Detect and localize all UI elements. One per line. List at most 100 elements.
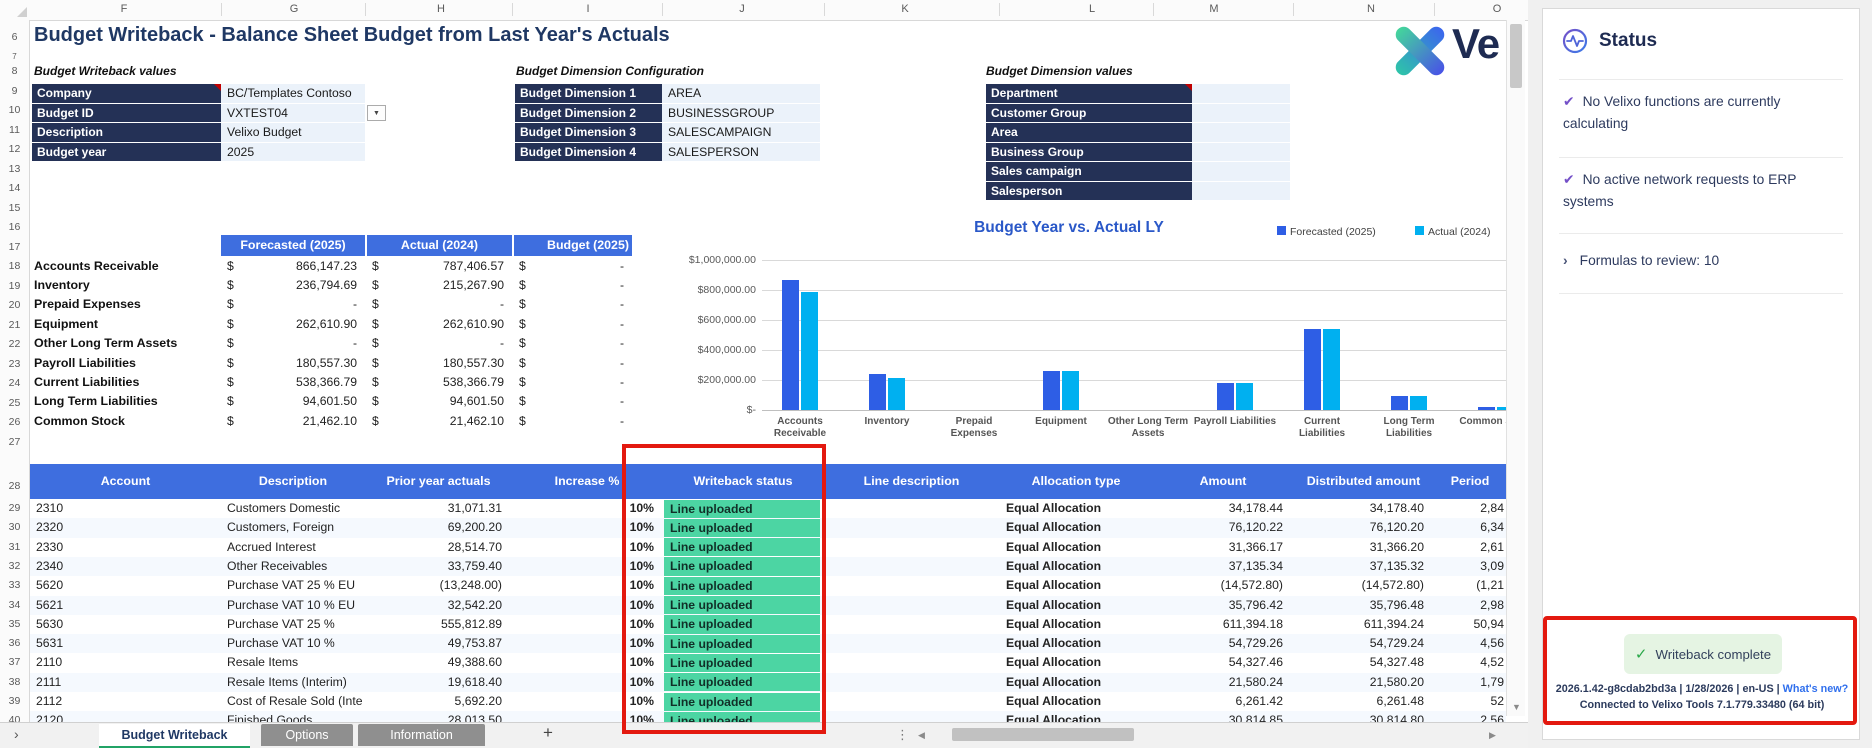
cell-increase-percent[interactable]: 10% bbox=[584, 596, 654, 615]
summary-value-forecasted[interactable]: 236,794.69 bbox=[247, 276, 357, 295]
cell-amount[interactable]: 34,178.44 bbox=[1163, 499, 1283, 518]
summary-value-actual[interactable]: 538,366.79 bbox=[394, 373, 504, 392]
kv-label-budget-id[interactable]: Budget ID bbox=[32, 104, 221, 123]
summary-value-budget[interactable]: - bbox=[514, 354, 636, 373]
cell-distributed-amount[interactable]: 6,261.48 bbox=[1299, 692, 1424, 711]
summary-row-label[interactable]: Equipment bbox=[34, 315, 98, 334]
row-header-38[interactable]: 38 bbox=[0, 673, 29, 692]
cell-account[interactable]: 2110 bbox=[36, 653, 186, 672]
summary-row-label[interactable]: Payroll Liabilities bbox=[34, 354, 136, 373]
column-header-M[interactable]: M bbox=[1194, 0, 1234, 19]
cell-writeback-status[interactable]: Line uploaded bbox=[664, 635, 820, 653]
column-header-O[interactable]: O bbox=[1477, 0, 1517, 19]
cell-writeback-status[interactable]: Line uploaded bbox=[664, 673, 820, 691]
cell-description[interactable]: Purchase VAT 25 % EU bbox=[227, 576, 363, 595]
whats-new-link[interactable]: What's new? bbox=[1783, 683, 1849, 695]
column-header-I[interactable]: I bbox=[568, 0, 608, 19]
summary-value-actual[interactable]: 94,601.50 bbox=[394, 392, 504, 411]
summary-value-actual[interactable]: - bbox=[394, 334, 516, 353]
kv-value-cell[interactable]: VXTEST04 bbox=[221, 104, 365, 123]
horizontal-scrollbar-thumb[interactable] bbox=[952, 728, 1134, 741]
row-header-37[interactable]: 37 bbox=[0, 653, 29, 672]
scroll-right-icon[interactable]: ▶ bbox=[1489, 730, 1496, 741]
cell-description[interactable]: Customers, Foreign bbox=[227, 518, 363, 537]
cell-prior-year-actuals[interactable]: 33,759.40 bbox=[382, 557, 502, 576]
cell-prior-year-actuals[interactable]: (13,248.00) bbox=[382, 576, 502, 595]
kv-value-cell[interactable]: BUSINESSGROUP bbox=[662, 104, 820, 123]
kv-label-company[interactable]: Company bbox=[32, 84, 221, 103]
summary-value-actual[interactable]: - bbox=[394, 295, 516, 314]
summary-row-label[interactable]: Current Liabilities bbox=[34, 373, 139, 392]
cell-period[interactable]: 52 bbox=[1440, 692, 1504, 711]
cell-description[interactable]: Customers Domestic bbox=[227, 499, 363, 518]
summary-row-label[interactable]: Other Long Term Assets bbox=[34, 334, 177, 353]
cell-writeback-status[interactable]: Line uploaded bbox=[664, 693, 820, 711]
cell-allocation-type[interactable]: Equal Allocation bbox=[1006, 518, 1151, 537]
cell-prior-year-actuals[interactable]: 32,542.20 bbox=[382, 596, 502, 615]
summary-row-label[interactable]: Prepaid Expenses bbox=[34, 295, 141, 314]
kv-value-cell[interactable] bbox=[1192, 84, 1290, 103]
cell-increase-percent[interactable]: 10% bbox=[584, 538, 654, 557]
cell-period[interactable]: 6,34 bbox=[1440, 518, 1504, 537]
cell-increase-percent[interactable]: 10% bbox=[584, 692, 654, 711]
cell-writeback-status[interactable]: Line uploaded bbox=[664, 538, 820, 556]
cell-account[interactable]: 2320 bbox=[36, 518, 186, 537]
cell-writeback-status[interactable]: Line uploaded bbox=[664, 557, 820, 575]
row-header-39[interactable]: 39 bbox=[0, 692, 29, 711]
cell-allocation-type[interactable]: Equal Allocation bbox=[1006, 576, 1151, 595]
row-header-36[interactable]: 36 bbox=[0, 634, 29, 653]
cell-prior-year-actuals[interactable]: 19,618.40 bbox=[382, 673, 502, 692]
summary-value-budget[interactable]: - bbox=[514, 295, 636, 314]
cell-increase-percent[interactable]: 10% bbox=[584, 518, 654, 537]
cell-writeback-status[interactable]: Line uploaded bbox=[664, 654, 820, 672]
kv-label-business-group[interactable]: Business Group bbox=[986, 143, 1192, 162]
row-header-11[interactable]: 11 bbox=[0, 121, 29, 141]
cell-allocation-type[interactable]: Equal Allocation bbox=[1006, 673, 1151, 692]
vertical-scrollbar[interactable]: ▼ bbox=[1506, 20, 1525, 716]
cell-prior-year-actuals[interactable]: 5,692.20 bbox=[382, 692, 502, 711]
tab-budget-writeback[interactable]: Budget Writeback bbox=[99, 724, 250, 748]
cell-distributed-amount[interactable]: 54,729.24 bbox=[1299, 634, 1424, 653]
summary-value-budget[interactable]: - bbox=[514, 257, 636, 276]
cell-period[interactable]: 3,09 bbox=[1440, 557, 1504, 576]
cell-prior-year-actuals[interactable]: 49,388.60 bbox=[382, 653, 502, 672]
cell-period[interactable]: 1,79 bbox=[1440, 673, 1504, 692]
summary-value-budget[interactable]: - bbox=[514, 373, 636, 392]
kv-value-cell[interactable]: 2025 bbox=[221, 143, 365, 162]
scroll-down-icon[interactable]: ▼ bbox=[1512, 702, 1521, 712]
cell-distributed-amount[interactable]: 76,120.20 bbox=[1299, 518, 1424, 537]
kv-value-cell[interactable] bbox=[1192, 143, 1290, 162]
splitter-icon[interactable]: ⋮ bbox=[896, 727, 909, 743]
row-header-25[interactable]: 25 bbox=[0, 394, 29, 414]
row-header-31[interactable]: 31 bbox=[0, 538, 29, 557]
cell-allocation-type[interactable]: Equal Allocation bbox=[1006, 538, 1151, 557]
cell-account[interactable]: 2340 bbox=[36, 557, 186, 576]
cell-prior-year-actuals[interactable]: 555,812.89 bbox=[382, 615, 502, 634]
summary-value-budget[interactable]: - bbox=[514, 392, 636, 411]
cell-distributed-amount[interactable]: (14,572.80) bbox=[1299, 576, 1424, 595]
cell-amount[interactable]: 54,327.46 bbox=[1163, 653, 1283, 672]
summary-value-actual[interactable]: 180,557.30 bbox=[394, 354, 504, 373]
kv-label-budget-dimension-1[interactable]: Budget Dimension 1 bbox=[515, 84, 662, 103]
kv-label-budget-dimension-3[interactable]: Budget Dimension 3 bbox=[515, 123, 662, 142]
cell-amount[interactable]: 611,394.18 bbox=[1163, 615, 1283, 634]
cell-account[interactable]: 5620 bbox=[36, 576, 186, 595]
cell-increase-percent[interactable]: 10% bbox=[584, 615, 654, 634]
row-header-13[interactable]: 13 bbox=[0, 160, 29, 180]
kv-value-cell[interactable]: SALESCAMPAIGN bbox=[662, 123, 820, 142]
row-header-23[interactable]: 23 bbox=[0, 355, 29, 375]
cell-description[interactable]: Purchase VAT 10 % bbox=[227, 634, 363, 653]
cell-increase-percent[interactable]: 10% bbox=[584, 576, 654, 595]
column-header-J[interactable]: J bbox=[722, 0, 762, 19]
cell-period[interactable]: 4,56 bbox=[1440, 634, 1504, 653]
scroll-left-icon[interactable]: ◀ bbox=[918, 730, 925, 741]
cell-prior-year-actuals[interactable]: 49,753.87 bbox=[382, 634, 502, 653]
summary-row-label[interactable]: Common Stock bbox=[34, 412, 125, 431]
kv-label-area[interactable]: Area bbox=[986, 123, 1192, 142]
cell-writeback-status[interactable]: Line uploaded bbox=[664, 519, 820, 537]
kv-label-budget-dimension-4[interactable]: Budget Dimension 4 bbox=[515, 143, 662, 162]
cell-account[interactable]: 5630 bbox=[36, 615, 186, 634]
cell-writeback-status[interactable]: Line uploaded bbox=[664, 577, 820, 595]
row-header-7[interactable]: 7 bbox=[0, 52, 29, 62]
summary-value-forecasted[interactable]: 866,147.23 bbox=[247, 257, 357, 276]
